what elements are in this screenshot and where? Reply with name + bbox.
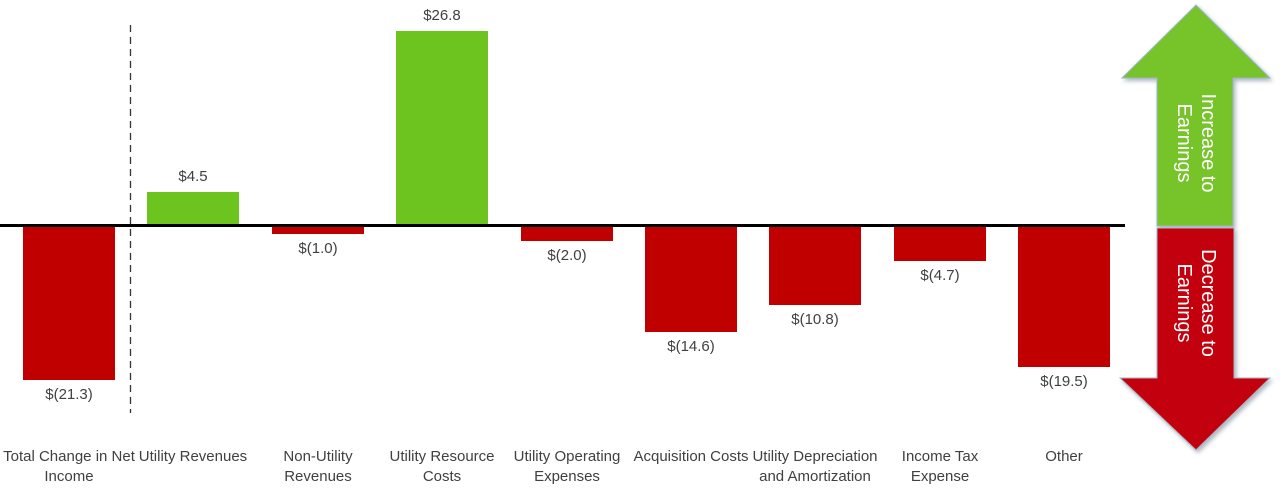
decrease-arrow-label-line1: Decrease to (1197, 249, 1219, 357)
category-label-line: Income Tax (901, 448, 979, 465)
bar-value-label-utility-operating-expenses: $(2.0) (547, 247, 587, 264)
category-label-line: Other (1045, 448, 1083, 465)
bar-value-label-utility-revenues: $4.5 (178, 168, 208, 185)
category-label-line: Expense (910, 468, 970, 485)
bar-value-label-income-tax-expense: $(4.7) (920, 267, 960, 284)
bar-total-change-in-net-income (23, 227, 115, 380)
decrease-arrow-label-line2: Earnings (1173, 263, 1195, 343)
bar-utility-resource-costs (396, 31, 488, 224)
category-label-utility-operating-expenses: Utility Operating Expenses (489, 447, 645, 487)
category-label-line: Total Change in Net (3, 448, 135, 465)
category-label-line: Expenses (534, 468, 600, 485)
category-label-line: and Amortization (759, 468, 871, 485)
zero-axis-line (0, 224, 1125, 227)
category-label-line: Income (44, 468, 94, 485)
bar-value-label-non-utility-revenues: $(1.0) (298, 240, 338, 257)
bar-value-label-acquisition-costs: $(14.6) (667, 338, 715, 355)
category-label-utility-depreciation-and-amortization: Utility Depreciation and Amortization (737, 447, 893, 487)
bar-acquisition-costs (645, 227, 737, 332)
decrease-arrow-label: Decrease to Earnings (1172, 249, 1220, 357)
category-label-total-change-in-net-income: Total Change in Net Income (0, 447, 147, 487)
bar-value-label-other: $(19.5) (1040, 373, 1088, 390)
category-label-line: Revenues (284, 468, 352, 485)
category-label-non-utility-revenues: Non-Utility Revenues (240, 447, 396, 487)
category-label-other: Other (986, 447, 1142, 467)
category-label-line: Costs (422, 468, 462, 485)
bar-non-utility-revenues (272, 227, 364, 234)
bar-other (1018, 227, 1110, 367)
category-label-acquisition-costs: Acquisition Costs (613, 447, 769, 467)
bar-utility-depreciation-and-amortization (769, 227, 861, 305)
category-label-income-tax-expense: Income Tax Expense (862, 447, 1018, 487)
bar-utility-revenues (147, 192, 239, 224)
increase-arrow-icon (1120, 4, 1272, 227)
increase-arrow-label-line2: Earnings (1173, 103, 1195, 183)
category-label-utility-resource-costs: Utility Resource Costs (364, 447, 520, 487)
earnings-direction-arrows (1118, 4, 1272, 451)
increase-arrow-label: Increase to Earnings (1172, 94, 1220, 193)
bar-value-label-utility-resource-costs: $26.8 (423, 7, 461, 24)
category-label-line: Utility Resource (389, 448, 495, 465)
increase-arrow-label-line1: Increase to (1197, 93, 1219, 193)
decrease-arrow-icon (1118, 227, 1272, 451)
category-label-line: Utility Operating (513, 448, 621, 465)
category-label-line: Non-Utility (283, 448, 353, 465)
category-label-line: Acquisition Costs (633, 448, 749, 465)
bar-income-tax-expense (894, 227, 986, 261)
category-label-utility-revenues: Utility Revenues (115, 447, 271, 467)
category-label-line: Utility Depreciation (752, 448, 878, 465)
category-label-line: Utility Revenues (138, 448, 248, 465)
bar-utility-operating-expenses (521, 227, 613, 241)
bar-value-label-total-change-in-net-income: $(21.3) (45, 386, 93, 403)
bar-value-label-utility-depreciation-and-amortization: $(10.8) (791, 311, 839, 328)
